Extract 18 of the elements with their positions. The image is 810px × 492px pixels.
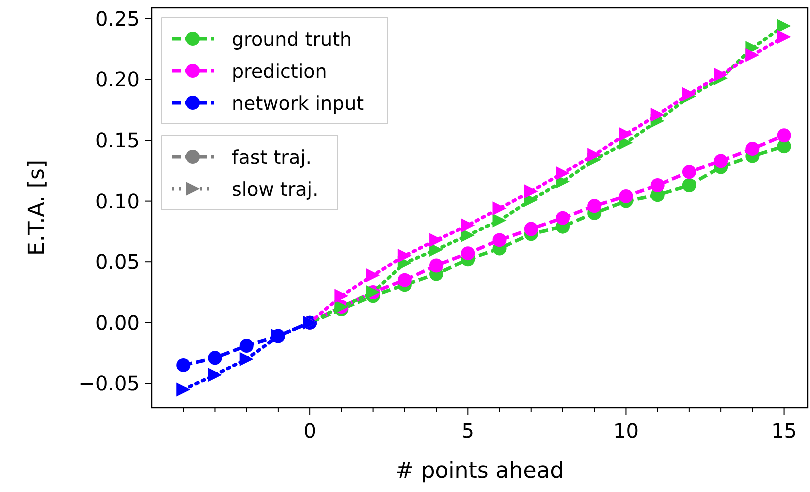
- y-tick-label: 0.25: [95, 6, 140, 31]
- legend-label: slow traj.: [232, 179, 319, 201]
- y-tick-label: 0.15: [95, 128, 140, 153]
- legend-label: ground truth: [232, 29, 352, 51]
- x-axis-title: # points ahead: [396, 459, 564, 484]
- legend-label: network input: [232, 93, 364, 115]
- y-tick-label: 0.00: [95, 310, 140, 335]
- x-tick-label: 0: [304, 419, 316, 443]
- y-tick-label: −0.05: [78, 372, 140, 396]
- y-axis-title: E.T.A. [s]: [25, 160, 50, 256]
- legend-label: prediction: [232, 61, 328, 83]
- y-tick-label: 0.20: [95, 68, 140, 92]
- legend-label: fast traj.: [232, 147, 312, 169]
- x-tick-label: 15: [772, 419, 798, 443]
- y-tick-label: 0.05: [95, 250, 140, 274]
- x-tick-label: 10: [613, 419, 639, 443]
- x-tick-label: 5: [462, 419, 475, 443]
- y-tick-label: 0.10: [95, 189, 140, 214]
